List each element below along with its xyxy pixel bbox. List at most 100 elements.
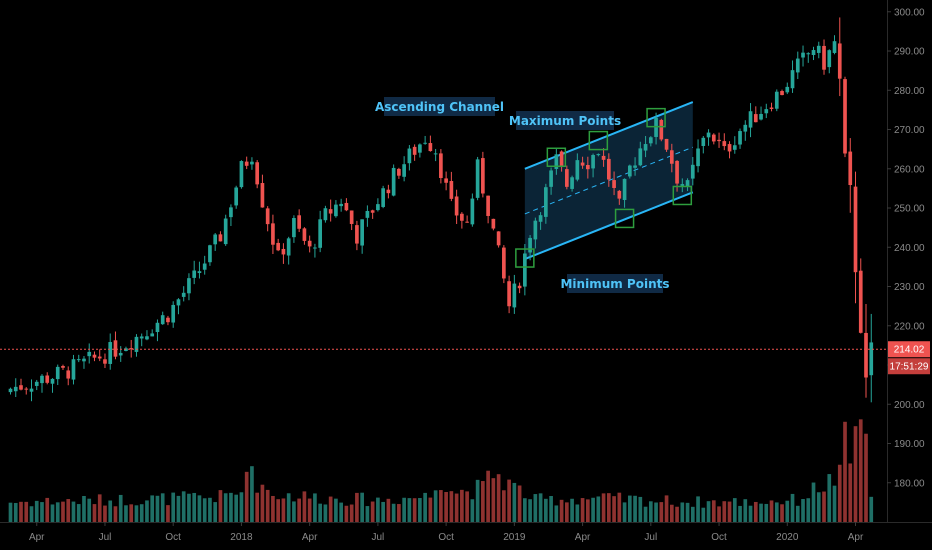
volume-bar — [66, 499, 71, 522]
candle-body — [139, 336, 144, 339]
volume-bar — [71, 501, 76, 522]
countdown-value: 17:51:29 — [890, 362, 929, 373]
volume-bar — [402, 497, 406, 522]
volume-bar — [397, 504, 401, 522]
volume-bar — [108, 500, 113, 522]
candle-body — [407, 148, 412, 164]
volume-bar — [832, 485, 837, 522]
volume-bar — [239, 492, 244, 522]
volume-bar — [145, 500, 149, 522]
countdown-tag-bg — [888, 358, 930, 375]
candle-body — [622, 178, 627, 201]
volume-bar — [722, 501, 727, 522]
candle-body — [675, 160, 679, 184]
candle-body — [743, 124, 748, 132]
volume-bar — [738, 505, 742, 522]
volume-bar — [659, 502, 664, 522]
volume-bar — [454, 493, 459, 522]
volume-bar — [171, 492, 176, 522]
candle-body — [832, 41, 837, 53]
candle-body — [202, 263, 207, 270]
volume-bar — [265, 489, 270, 522]
candle-body — [669, 150, 674, 164]
volume-bars — [8, 419, 874, 522]
volume-bar — [118, 494, 123, 522]
candle-body — [134, 336, 139, 352]
volume-bar — [328, 496, 333, 522]
maximum-point-box — [646, 107, 666, 128]
candle-body — [61, 365, 65, 368]
volume-bar — [685, 502, 690, 522]
volume-bar — [192, 492, 197, 522]
volume-bar — [176, 495, 181, 522]
time-tick-label: Oct — [711, 532, 727, 543]
volume-bar — [334, 498, 338, 522]
volume-bar — [255, 492, 260, 522]
price-tick-label: 220.00 — [894, 321, 925, 332]
candle-body — [297, 215, 302, 229]
candle-body — [549, 170, 553, 187]
candle-body — [313, 247, 317, 249]
candle-body — [344, 202, 349, 211]
volume-bar — [286, 493, 291, 522]
candle-body — [113, 340, 118, 357]
time-tick-label: Apr — [29, 532, 45, 543]
channel-lower-line — [524, 191, 694, 260]
candle-body — [785, 86, 790, 93]
volume-bar — [638, 496, 643, 522]
volume-bar — [701, 507, 706, 522]
candle-body — [402, 164, 406, 177]
candle-body — [444, 178, 448, 183]
candle-body — [397, 168, 401, 176]
candle-body — [339, 203, 343, 207]
volume-bar — [538, 493, 543, 522]
volume-bar — [8, 502, 13, 522]
candle-body — [213, 234, 218, 245]
candle-body — [87, 351, 92, 357]
volume-bar — [276, 499, 281, 522]
price-tick-label: 250.00 — [894, 204, 925, 215]
volume-bar — [869, 496, 874, 522]
volume-bar — [596, 496, 601, 522]
candle-body — [171, 304, 176, 323]
volume-bar — [139, 504, 144, 522]
volume-bar — [223, 493, 228, 522]
candle-body — [696, 148, 700, 167]
candle-body — [591, 155, 595, 169]
maximum-points-label-bg — [516, 111, 614, 130]
volume-bar — [759, 503, 763, 522]
volume-bar — [271, 495, 275, 522]
volume-bar — [34, 500, 39, 522]
candle-body — [265, 208, 270, 225]
candle-body — [218, 234, 223, 242]
candle-body — [334, 204, 338, 217]
candle-body — [774, 91, 779, 109]
candle-body — [575, 160, 580, 180]
candle-body — [633, 165, 637, 168]
candle-body — [360, 219, 364, 246]
volume-bar — [76, 504, 81, 522]
countdown-tag: 17:51:29 — [888, 358, 930, 375]
candle-body — [848, 151, 853, 186]
candle-body — [811, 50, 816, 56]
candle-body — [507, 281, 511, 307]
candle-body — [229, 207, 233, 218]
volume-bar — [281, 498, 286, 522]
candle-body — [790, 70, 795, 89]
candle-body — [323, 208, 328, 221]
candle-body — [780, 91, 784, 96]
volume-bar — [155, 495, 160, 522]
volume-bar — [585, 499, 590, 522]
candle-body — [76, 359, 81, 361]
candle-body — [690, 164, 695, 179]
volume-bar — [711, 500, 716, 522]
candle-body — [13, 386, 18, 392]
volume-bar — [87, 498, 92, 522]
volume-bar — [55, 502, 60, 522]
candle-body — [66, 370, 71, 379]
volume-bar — [134, 505, 139, 522]
volume-bar — [365, 506, 370, 522]
candle-body — [8, 388, 13, 393]
candle-body — [307, 240, 312, 247]
price-candles — [8, 17, 874, 403]
